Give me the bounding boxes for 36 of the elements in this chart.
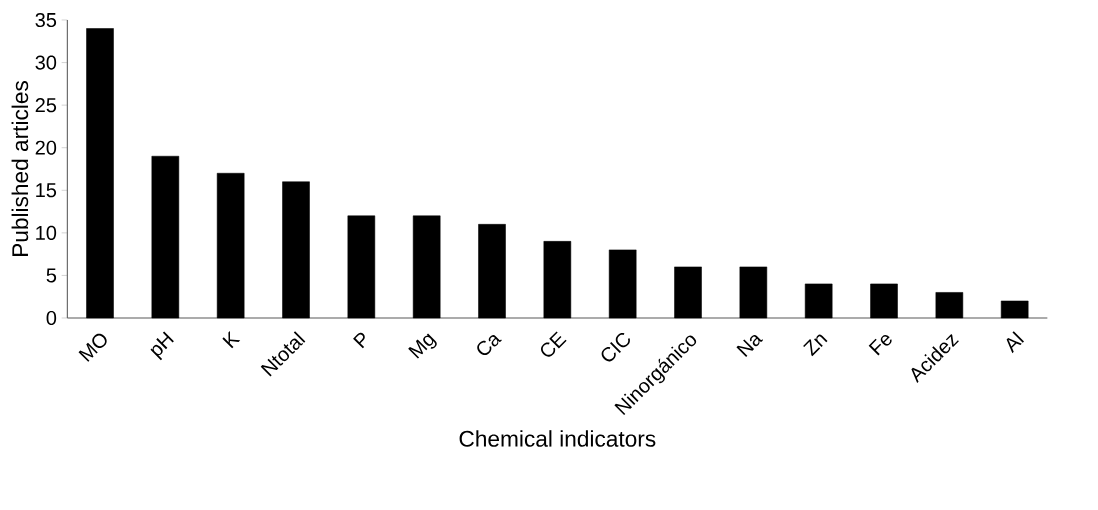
bar (608, 249, 637, 319)
bar (347, 215, 376, 319)
bar (282, 181, 310, 319)
bar (674, 266, 702, 319)
y-tick-label: 25 (35, 98, 57, 113)
bar (870, 283, 898, 319)
y-tick-label: 30 (35, 55, 57, 70)
y-axis-title: Published articles (11, 81, 29, 256)
bar (739, 266, 768, 319)
y-tick-label: 10 (36, 225, 57, 240)
y-tick-label: 15 (36, 183, 57, 198)
bar (804, 283, 833, 319)
bar (412, 215, 441, 319)
bar (935, 292, 964, 319)
x-tick-label: pH (150, 331, 174, 361)
x-tick-label: Zn (803, 334, 828, 357)
x-axis-title: Chemical indicators (459, 430, 656, 447)
bar (478, 224, 506, 319)
bar (1000, 300, 1029, 319)
x-tick-label: Na (736, 334, 764, 358)
x-tick-label: CE (541, 331, 567, 357)
y-tick-label: 20 (35, 140, 57, 155)
x-tick-label: Fe (868, 334, 892, 356)
x-tick-label: Ca (477, 335, 502, 356)
bar (216, 172, 245, 319)
bar (86, 28, 114, 319)
x-tick-label: K (222, 331, 241, 349)
x-tick-label: Al (1006, 331, 1024, 354)
x-tick-label: MO (78, 333, 107, 362)
bar (151, 155, 180, 319)
y-tick-label: 5 (46, 268, 57, 283)
x-tick-label: P (353, 332, 365, 349)
y-tick-label: 35 (35, 12, 57, 28)
x-tick-label: Mg (408, 333, 437, 359)
bar (543, 241, 572, 319)
y-tick-label: 0 (46, 310, 57, 326)
